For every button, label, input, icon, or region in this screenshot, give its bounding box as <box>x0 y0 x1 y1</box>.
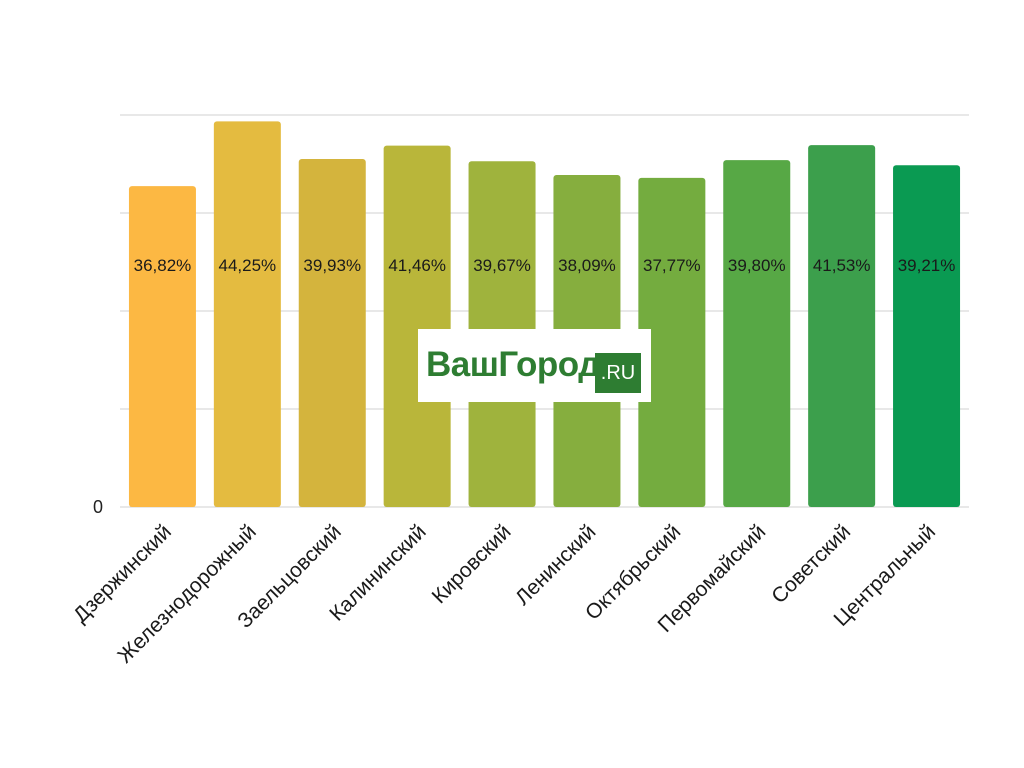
brand-logo-text: ВашГород <box>426 345 600 384</box>
bars <box>128 121 961 508</box>
data-label: 38,09% <box>558 256 616 275</box>
brand-logo: ВашГород .RU <box>418 329 651 402</box>
data-label: 41,53% <box>813 256 871 275</box>
data-labels: 36,82% 44,25% 39,93% 41,46% 39,67% 38,09% 37,7… <box>134 256 956 275</box>
bar <box>128 186 196 507</box>
data-label: 41,46% <box>388 256 446 275</box>
x-tick-label: Железнодорожный <box>113 520 260 667</box>
bar <box>808 145 876 508</box>
data-label: 39,93% <box>303 256 361 275</box>
x-tick-label: Кировский <box>428 520 516 608</box>
brand-logo-suffix: .RU <box>595 353 641 393</box>
data-label: 36,82% <box>134 256 192 275</box>
axes: 0 <box>93 497 103 517</box>
data-label: 44,25% <box>219 256 277 275</box>
y-tick-label: 0 <box>93 497 103 517</box>
x-tick-label: Ленинский <box>511 520 600 609</box>
data-label: 39,21% <box>898 256 956 275</box>
bar <box>213 121 281 507</box>
x-axis-labels: ДзержинскийЖелезнодорожныйЗаельцовскийКа… <box>69 520 940 667</box>
x-tick-label: Советский <box>767 520 855 608</box>
data-label: 37,77% <box>643 256 701 275</box>
bar <box>638 177 706 507</box>
data-label: 39,67% <box>473 256 531 275</box>
data-label: 39,80% <box>728 256 786 275</box>
bar <box>298 159 366 507</box>
bar <box>723 160 791 507</box>
bar <box>383 145 451 508</box>
bar <box>893 165 961 507</box>
